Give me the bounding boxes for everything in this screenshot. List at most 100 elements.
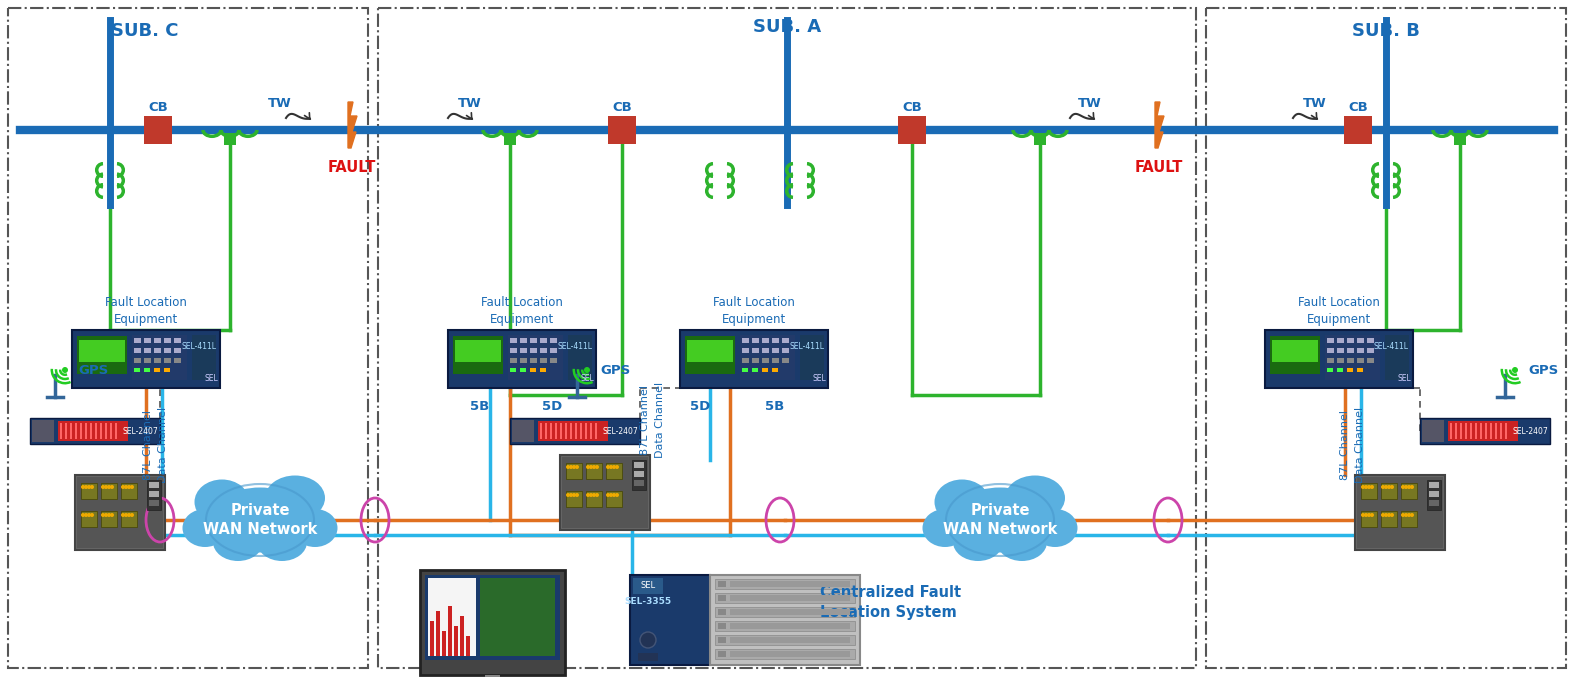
Text: GPS: GPS xyxy=(600,364,630,376)
Circle shape xyxy=(87,485,91,489)
Bar xyxy=(519,358,527,363)
Bar xyxy=(1327,368,1333,372)
Text: 5B: 5B xyxy=(471,400,490,413)
Text: SEL-3355: SEL-3355 xyxy=(625,597,672,606)
Bar xyxy=(510,358,516,363)
Bar xyxy=(741,348,749,353)
Bar xyxy=(549,348,557,353)
Bar xyxy=(899,116,926,144)
Text: SEL: SEL xyxy=(581,374,593,383)
Circle shape xyxy=(1362,485,1365,489)
Text: SEL-2407: SEL-2407 xyxy=(1513,427,1547,435)
Text: SEL: SEL xyxy=(1398,374,1410,383)
Polygon shape xyxy=(1155,102,1165,148)
Bar xyxy=(134,338,142,343)
Bar xyxy=(1491,423,1492,439)
Circle shape xyxy=(592,465,597,469)
Circle shape xyxy=(571,465,576,469)
Bar xyxy=(154,368,161,372)
Bar xyxy=(510,368,516,372)
Circle shape xyxy=(1390,485,1395,489)
Circle shape xyxy=(127,485,131,489)
Bar xyxy=(1327,348,1335,353)
Circle shape xyxy=(1362,513,1365,517)
Bar xyxy=(101,423,102,439)
Bar xyxy=(192,335,216,380)
Bar xyxy=(69,423,72,439)
Text: FAULT: FAULT xyxy=(327,160,376,175)
Bar xyxy=(115,423,116,439)
Bar xyxy=(80,423,82,439)
Bar xyxy=(633,578,663,594)
Bar xyxy=(1272,340,1317,362)
Bar xyxy=(175,358,181,363)
Bar xyxy=(1450,423,1451,439)
Circle shape xyxy=(1365,485,1368,489)
Bar xyxy=(1362,511,1377,527)
Bar xyxy=(595,423,597,439)
Bar xyxy=(154,348,161,353)
Bar xyxy=(94,423,98,439)
Bar xyxy=(420,570,565,675)
Circle shape xyxy=(584,367,590,373)
Bar xyxy=(586,463,601,479)
Text: FAULT: FAULT xyxy=(1135,160,1184,175)
Bar xyxy=(741,338,749,343)
Text: GPS: GPS xyxy=(79,364,109,376)
Bar xyxy=(538,421,608,441)
Circle shape xyxy=(104,485,109,489)
Bar xyxy=(540,358,548,363)
Circle shape xyxy=(612,465,615,469)
Bar xyxy=(449,606,452,656)
Bar xyxy=(715,621,855,631)
Bar xyxy=(224,133,236,145)
Bar xyxy=(1347,368,1354,372)
Bar xyxy=(570,423,571,439)
Circle shape xyxy=(609,465,612,469)
Bar xyxy=(1454,133,1465,145)
Circle shape xyxy=(83,485,88,489)
Bar xyxy=(1270,336,1321,374)
Bar xyxy=(634,480,644,486)
Bar xyxy=(150,482,159,488)
Bar xyxy=(579,423,582,439)
Bar xyxy=(633,460,645,490)
Bar xyxy=(762,368,768,372)
Text: Private
WAN Network: Private WAN Network xyxy=(943,502,1058,538)
Text: 87L Channel: 87L Channel xyxy=(143,410,153,480)
Text: Data Channel: Data Channel xyxy=(655,382,664,458)
Text: SEL: SEL xyxy=(812,374,826,383)
Ellipse shape xyxy=(264,475,324,521)
Bar xyxy=(1336,348,1344,353)
Circle shape xyxy=(567,465,570,469)
Bar xyxy=(540,348,548,353)
Text: TW: TW xyxy=(458,97,482,110)
Bar xyxy=(1357,338,1365,343)
Bar xyxy=(134,358,142,363)
Bar xyxy=(1327,338,1335,343)
Text: TW: TW xyxy=(1078,97,1102,110)
Bar xyxy=(85,423,87,439)
Circle shape xyxy=(615,493,619,497)
Bar xyxy=(1347,358,1354,363)
Bar xyxy=(762,358,770,363)
Bar xyxy=(1465,423,1467,439)
Bar xyxy=(146,480,161,510)
Bar xyxy=(31,420,54,442)
Bar xyxy=(1429,482,1439,488)
Bar xyxy=(1470,423,1472,439)
Bar xyxy=(143,348,151,353)
Bar xyxy=(560,455,650,530)
Ellipse shape xyxy=(935,479,990,525)
Bar xyxy=(718,595,726,601)
Bar xyxy=(1336,368,1343,372)
Bar xyxy=(480,578,556,656)
Bar xyxy=(567,491,582,507)
Circle shape xyxy=(1401,485,1406,489)
Bar xyxy=(1366,348,1374,353)
Polygon shape xyxy=(348,102,357,148)
Text: Centralized Fault
Location System: Centralized Fault Location System xyxy=(820,585,962,620)
Circle shape xyxy=(615,465,619,469)
Bar xyxy=(80,511,98,527)
Ellipse shape xyxy=(293,509,337,547)
